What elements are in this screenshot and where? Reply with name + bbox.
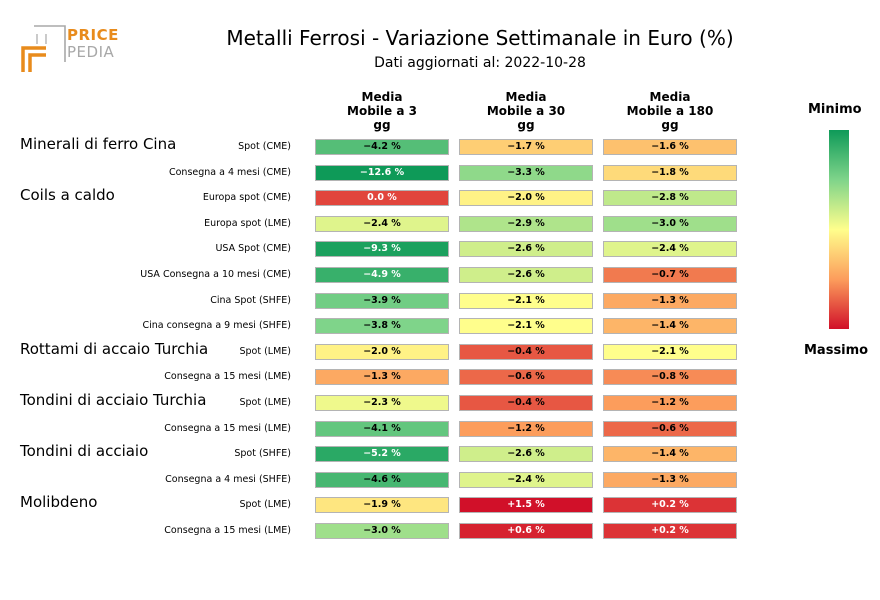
heatmap-cell: −2.4 %	[459, 471, 593, 488]
heatmap-cell: −2.4 %	[603, 241, 737, 258]
heatmap-cell: −2.0 %	[315, 343, 449, 360]
chart-title: Metalli Ferrosi - Variazione Settimanale…	[226, 26, 734, 50]
column-header-line: Mobile a 180	[626, 104, 714, 118]
heatmap-cell: −0.4 %	[459, 395, 593, 411]
row-label: Consegna a 4 mesi (SHFE)	[165, 473, 291, 485]
row-label: Spot (LME)	[239, 397, 291, 408]
heatmap-cell: −0.7 %	[603, 267, 737, 283]
logo-mark-icon	[21, 25, 66, 72]
heatmap-cell: −2.4 %	[315, 215, 449, 232]
column-header-line: Media	[361, 90, 403, 104]
heatmap-cell: −2.3 %	[315, 395, 449, 411]
heatmap-cell: −9.3 %	[315, 241, 449, 258]
heatmap-cell: −3.3 %	[459, 164, 593, 181]
heatmap-cell: −3.9 %	[315, 292, 449, 309]
row-label: Consegna a 4 mesi (CME)	[168, 166, 291, 178]
column-header-line: Media	[505, 90, 547, 104]
heatmap-cell: −4.1 %	[315, 420, 449, 437]
heatmap-cell: −0.8 %	[603, 369, 737, 386]
heatmap-cell: −4.2 %	[315, 139, 449, 155]
heatmap-cell: −2.0 %	[459, 190, 593, 207]
legend-max-label: Massimo	[804, 343, 869, 358]
heatmap-cell: −2.6 %	[459, 267, 593, 283]
heatmap-cell: −5.2 %	[315, 446, 449, 463]
row-label: Consegna a 15 mesi (LME)	[164, 371, 291, 383]
heatmap-cell: −2.6 %	[459, 446, 593, 463]
group-label: Tondini di acciaio Turchia	[20, 391, 207, 409]
row-label: Consegna a 15 mesi (LME)	[164, 525, 291, 536]
column-header-line: gg	[373, 118, 391, 132]
heatmap-cell: −1.6 %	[603, 139, 737, 155]
logo-word-pedia: PEDIA	[67, 43, 115, 61]
row-label: Cina Spot (SHFE)	[210, 294, 291, 306]
row-label: Spot (CME)	[238, 141, 291, 152]
heatmap-cell: −1.9 %	[315, 497, 449, 514]
heatmap-cell: −0.4 %	[459, 343, 593, 360]
heatmap-cell: −4.6 %	[315, 471, 449, 488]
heatmap-cell: −1.7 %	[459, 139, 593, 155]
column-header-3: Media Mobile a 180 gg	[600, 90, 740, 132]
group-label: Minerali di ferro Cina	[20, 135, 177, 153]
column-header-line: Mobile a 3	[347, 104, 417, 118]
row-label: Spot (LME)	[239, 499, 291, 511]
row-label: USA Spot (CME)	[215, 243, 291, 255]
group-label: Tondini di acciaio	[20, 442, 149, 461]
heatmap-cell: −4.9 %	[315, 267, 449, 283]
row-label: Cina consegna a 9 mesi (SHFE)	[142, 320, 291, 332]
row-label: Consegna a 15 mesi (LME)	[164, 422, 291, 434]
heatmap-cell: −3.0 %	[315, 523, 449, 539]
column-header-2: Media Mobile a 30 gg	[456, 90, 596, 132]
column-header-1: Media Mobile a 3 gg	[312, 90, 452, 132]
heatmap-cell: −1.2 %	[459, 420, 593, 437]
heatmap-cell: −2.1 %	[459, 292, 593, 309]
heatmap-cell: −0.6 %	[603, 420, 737, 437]
group-label: Rottami di accaio Turchia	[20, 339, 209, 358]
column-header-line: gg	[517, 118, 535, 132]
heatmap-cell: −3.8 %	[315, 318, 449, 335]
legend-min-label: Minimo	[808, 102, 862, 117]
heatmap-cell: −1.8 %	[603, 164, 737, 181]
chart-subtitle: Dati aggiornati al: 2022-10-28	[374, 55, 586, 71]
heatmap-cell: −1.2 %	[603, 395, 737, 411]
column-header-line: gg	[661, 118, 679, 132]
row-label: USA Consegna a 10 mesi (CME)	[140, 269, 291, 280]
heatmap-cell: +0.6 %	[459, 523, 593, 539]
heatmap-cell: −2.9 %	[459, 215, 593, 232]
group-label: Coils a caldo	[20, 186, 115, 205]
heatmap-cell: −1.3 %	[603, 292, 737, 309]
row-label: Europa spot (LME)	[204, 217, 291, 229]
heatmap-cell: −12.6 %	[315, 164, 449, 181]
heatmap-cell: −1.4 %	[603, 446, 737, 463]
heatmap-cell: +0.2 %	[603, 497, 737, 514]
heatmap-cell: −2.8 %	[603, 190, 737, 207]
column-header-line: Media	[649, 90, 691, 104]
heatmap-cell: −3.0 %	[603, 215, 737, 232]
row-label: Spot (LME)	[239, 345, 291, 357]
heatmap-cell: −2.1 %	[459, 318, 593, 335]
row-label: Spot (SHFE)	[234, 448, 291, 460]
heatmap-cell: 0.0 %	[315, 190, 449, 207]
heatmap-cell: −1.3 %	[315, 369, 449, 386]
heatmap-cell: −1.4 %	[603, 318, 737, 335]
row-label: Europa spot (CME)	[202, 192, 291, 204]
column-header-line: Mobile a 30	[486, 104, 566, 118]
heatmap-cell: +1.5 %	[459, 497, 593, 514]
group-label: Molibdeno	[20, 493, 98, 512]
heatmap-cell: −1.3 %	[603, 471, 737, 488]
heatmap-cell: +0.2 %	[603, 523, 737, 539]
legend-colorbar	[829, 130, 849, 329]
heatmap-cell: −2.1 %	[603, 343, 737, 360]
heatmap-cell: −2.6 %	[459, 241, 593, 258]
logo-word-price: PRICE	[67, 26, 119, 44]
heatmap-cell: −0.6 %	[459, 369, 593, 386]
